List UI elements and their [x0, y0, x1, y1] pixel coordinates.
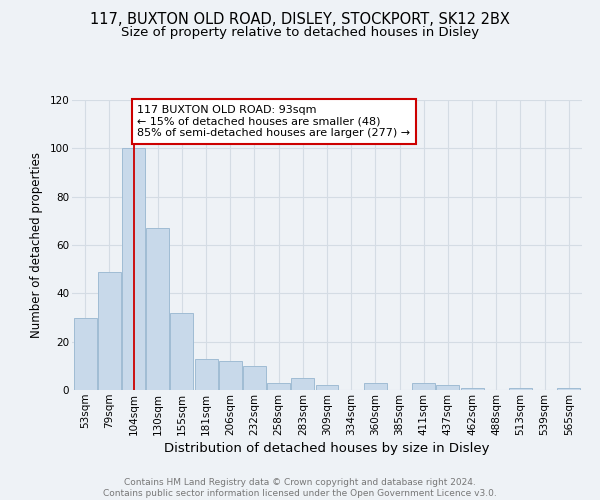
X-axis label: Distribution of detached houses by size in Disley: Distribution of detached houses by size … — [164, 442, 490, 455]
Y-axis label: Number of detached properties: Number of detached properties — [29, 152, 43, 338]
Bar — [509, 388, 532, 390]
Text: Size of property relative to detached houses in Disley: Size of property relative to detached ho… — [121, 26, 479, 39]
Bar — [267, 383, 290, 390]
Bar — [74, 318, 97, 390]
Bar — [219, 361, 242, 390]
Bar — [412, 383, 435, 390]
Bar — [98, 272, 121, 390]
Bar — [122, 148, 145, 390]
Bar — [364, 383, 387, 390]
Bar — [557, 388, 580, 390]
Bar — [436, 385, 460, 390]
Text: 117 BUXTON OLD ROAD: 93sqm
← 15% of detached houses are smaller (48)
85% of semi: 117 BUXTON OLD ROAD: 93sqm ← 15% of deta… — [137, 105, 410, 138]
Text: Contains HM Land Registry data © Crown copyright and database right 2024.
Contai: Contains HM Land Registry data © Crown c… — [103, 478, 497, 498]
Bar — [292, 378, 314, 390]
Bar — [243, 366, 266, 390]
Text: 117, BUXTON OLD ROAD, DISLEY, STOCKPORT, SK12 2BX: 117, BUXTON OLD ROAD, DISLEY, STOCKPORT,… — [90, 12, 510, 28]
Bar — [461, 388, 484, 390]
Bar — [316, 385, 338, 390]
Bar — [146, 228, 169, 390]
Bar — [194, 358, 218, 390]
Bar — [170, 312, 193, 390]
